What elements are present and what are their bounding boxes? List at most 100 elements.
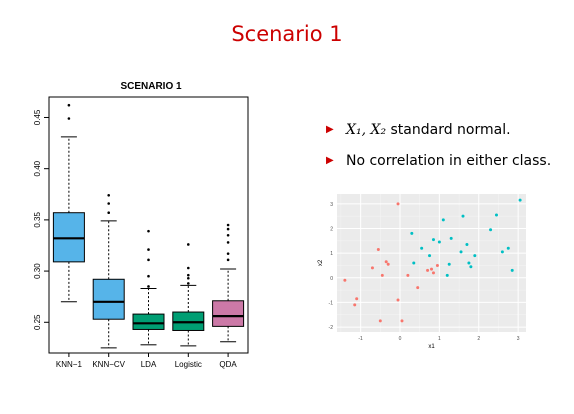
outlier-point — [107, 194, 110, 197]
scatter-y-tick-label: 3 — [330, 202, 333, 208]
scatter-point — [500, 250, 504, 254]
scatter-point — [430, 267, 433, 271]
scatter-point — [400, 319, 404, 323]
scatter-x-axis-label: x1 — [428, 344, 435, 350]
scatter-point — [518, 198, 522, 202]
scatter-point — [410, 231, 414, 235]
scatter-point — [416, 286, 420, 290]
outlier-point — [226, 258, 230, 262]
scatter-point — [459, 250, 463, 254]
outlier-point — [226, 223, 230, 227]
scatter-point — [465, 243, 469, 247]
bullet-triangle-icon: ▶ — [326, 124, 334, 135]
box-body — [92, 278, 125, 320]
scatter-point — [494, 213, 498, 217]
scatter-point — [437, 240, 441, 244]
outlier-point — [187, 273, 190, 277]
scatter-y-tick-label: 1 — [330, 251, 333, 257]
y-tick-label: 0.30 — [33, 263, 42, 279]
box-lda — [132, 229, 165, 346]
bullet-triangle-icon: ▶ — [326, 155, 334, 166]
scatter-point — [473, 254, 477, 258]
scatter-point — [355, 297, 359, 301]
scatter-x-tick-label: 1 — [438, 336, 441, 342]
scatter-point — [428, 254, 432, 258]
outlier-point — [67, 117, 71, 120]
outlier-point — [187, 243, 190, 246]
scatter-point — [445, 273, 449, 277]
scatter-y-tick-label: -1 — [329, 300, 334, 306]
x-tick-label: KNN−CV — [92, 360, 125, 369]
outlier-point — [147, 258, 150, 262]
y-tick-label: 0.40 — [33, 160, 42, 176]
box-knncv — [92, 194, 125, 349]
bullet-item: ▶ X₁, X₂ standard normal. — [326, 120, 551, 151]
outlier-point — [147, 248, 150, 251]
bullet-math: X₁, X₂ — [346, 122, 387, 138]
box-knn — [52, 103, 85, 303]
scatter-point — [412, 261, 416, 265]
scatter-point — [441, 218, 445, 222]
y-tick-label: 0.45 — [33, 109, 42, 125]
scatter-point — [343, 278, 347, 282]
scatter-point — [426, 268, 430, 272]
scatter-point — [378, 319, 382, 323]
scatter-point — [370, 266, 374, 270]
scatter-point — [376, 247, 380, 251]
outlier-point — [147, 274, 150, 278]
bullet-list: ▶ X₁, X₂ standard normal. ▶ No correlati… — [326, 120, 551, 182]
scatter-point — [510, 268, 514, 272]
scatter-point — [386, 262, 390, 266]
outlier-point — [226, 227, 230, 231]
scatter-y-tick-label: 2 — [330, 227, 333, 233]
chart-title: SCENARIO 1 — [120, 81, 182, 92]
outlier-point — [226, 252, 230, 255]
bullet-text: standard normal. — [386, 122, 511, 138]
scatter-point — [384, 260, 388, 264]
scatter-panel — [337, 194, 526, 332]
scatter-point — [431, 271, 435, 275]
scatter-y-tick-label: 0 — [330, 276, 333, 282]
scatter-point — [420, 246, 424, 250]
bullet-item: ▶ No correlation in either class. — [326, 151, 551, 182]
scatter-point — [435, 263, 439, 267]
scatter-point — [396, 298, 400, 302]
outlier-point — [226, 241, 230, 244]
slide-title: Scenario 1 — [231, 22, 343, 46]
box-qda — [212, 223, 245, 343]
box-logistic — [172, 243, 205, 347]
box-body — [132, 313, 165, 330]
scatter-point — [467, 261, 471, 265]
outlier-point — [147, 285, 150, 288]
scatter-y-tick-label: -2 — [329, 325, 334, 331]
scatter-point — [506, 246, 510, 250]
outlier-point — [107, 211, 110, 215]
x-tick-label: QDA — [219, 360, 237, 369]
scatter-point — [447, 262, 451, 266]
outlier-point — [226, 233, 230, 237]
x-tick-label: Logistic — [175, 360, 202, 369]
outlier-point — [107, 202, 110, 205]
scatter-point — [461, 214, 465, 218]
outlier-point — [67, 103, 71, 107]
bullet-text: No correlation in either class. — [346, 153, 552, 169]
scatter-point — [380, 273, 384, 277]
y-tick-label: 0.35 — [33, 212, 42, 228]
y-tick-label: 0.25 — [33, 314, 42, 330]
scatter-x-tick-label: -1 — [358, 336, 363, 342]
scatter-point — [469, 265, 473, 269]
outlier-point — [187, 282, 190, 285]
scatter-point — [353, 303, 357, 307]
scatter-point — [489, 228, 493, 232]
scatter-x-tick-label: 0 — [399, 336, 402, 342]
outlier-point — [187, 276, 190, 280]
scatter-x-tick-label: 3 — [517, 336, 520, 342]
x-tick-label: KNN−1 — [56, 360, 83, 369]
scatter-point — [406, 273, 410, 277]
scatter-point — [431, 238, 435, 242]
box-body — [212, 300, 245, 327]
scatter-x-tick-label: 2 — [477, 336, 480, 342]
x-tick-label: LDA — [141, 360, 157, 369]
